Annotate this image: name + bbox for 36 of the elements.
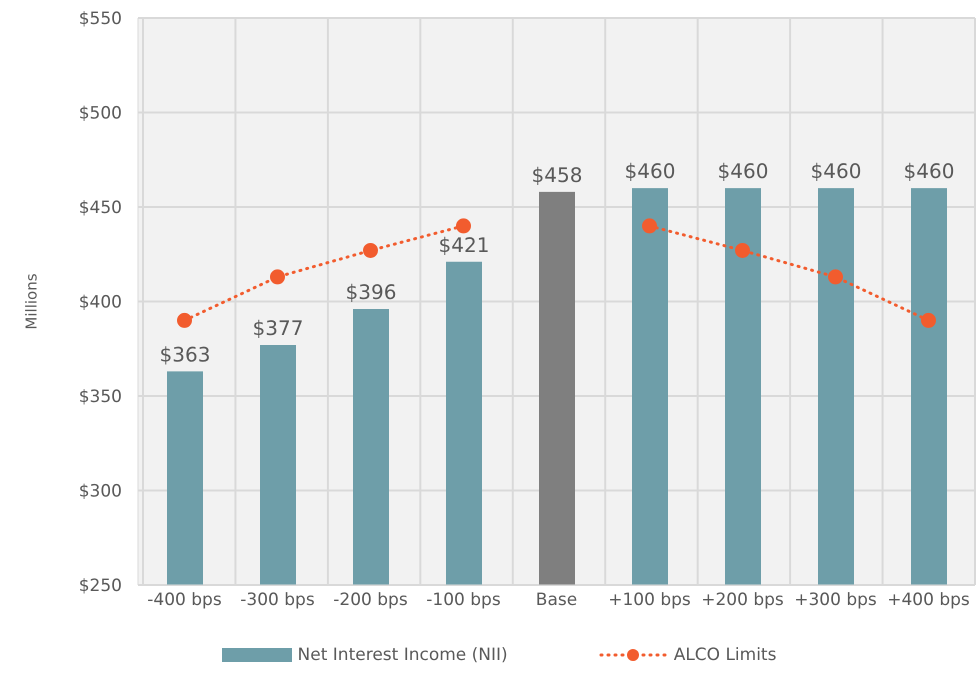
point: [270, 269, 285, 284]
data-label: $363: [160, 342, 210, 366]
point: [828, 269, 843, 284]
data-label: $460: [624, 159, 676, 184]
point: [642, 218, 657, 234]
x-tick-label: -300 bps: [240, 590, 315, 610]
x-tick-label: Base: [536, 590, 578, 610]
x-tick-label: +200 bps: [701, 590, 784, 610]
y-tick-label: $450: [78, 198, 122, 218]
point: [735, 242, 750, 258]
x-tick-label: +400 bps: [887, 590, 970, 610]
y-tick-label: $250: [78, 576, 122, 596]
x-tick-label: -400 bps: [147, 590, 222, 610]
data-label: $396: [346, 280, 396, 304]
data-label: $377: [252, 316, 304, 340]
point: [456, 218, 471, 234]
point: [921, 312, 936, 328]
y-tick-label: $300: [78, 482, 122, 502]
y-tick-label: $550: [78, 9, 122, 30]
data-label: $460: [904, 159, 954, 184]
point: [177, 312, 192, 328]
y-axis-title: Millions: [22, 273, 40, 330]
data-label: $460: [810, 159, 862, 184]
x-tick-label: -200 bps: [333, 590, 408, 610]
x-tick-label: +100 bps: [608, 590, 691, 610]
x-tick-label: -100 bps: [426, 590, 501, 610]
legend-label: ALCO Limits: [674, 645, 776, 665]
y-tick-label: $400: [78, 292, 122, 313]
data-label: $421: [438, 232, 490, 257]
x-tick-label: +300 bps: [794, 590, 877, 610]
data-label: $458: [532, 162, 582, 187]
y-tick-label: $350: [78, 387, 122, 408]
y-tick-label: $500: [78, 104, 122, 124]
data-label: $460: [718, 159, 768, 184]
legend-label: Net Interest Income (NII): [298, 645, 508, 665]
point: [363, 242, 378, 258]
